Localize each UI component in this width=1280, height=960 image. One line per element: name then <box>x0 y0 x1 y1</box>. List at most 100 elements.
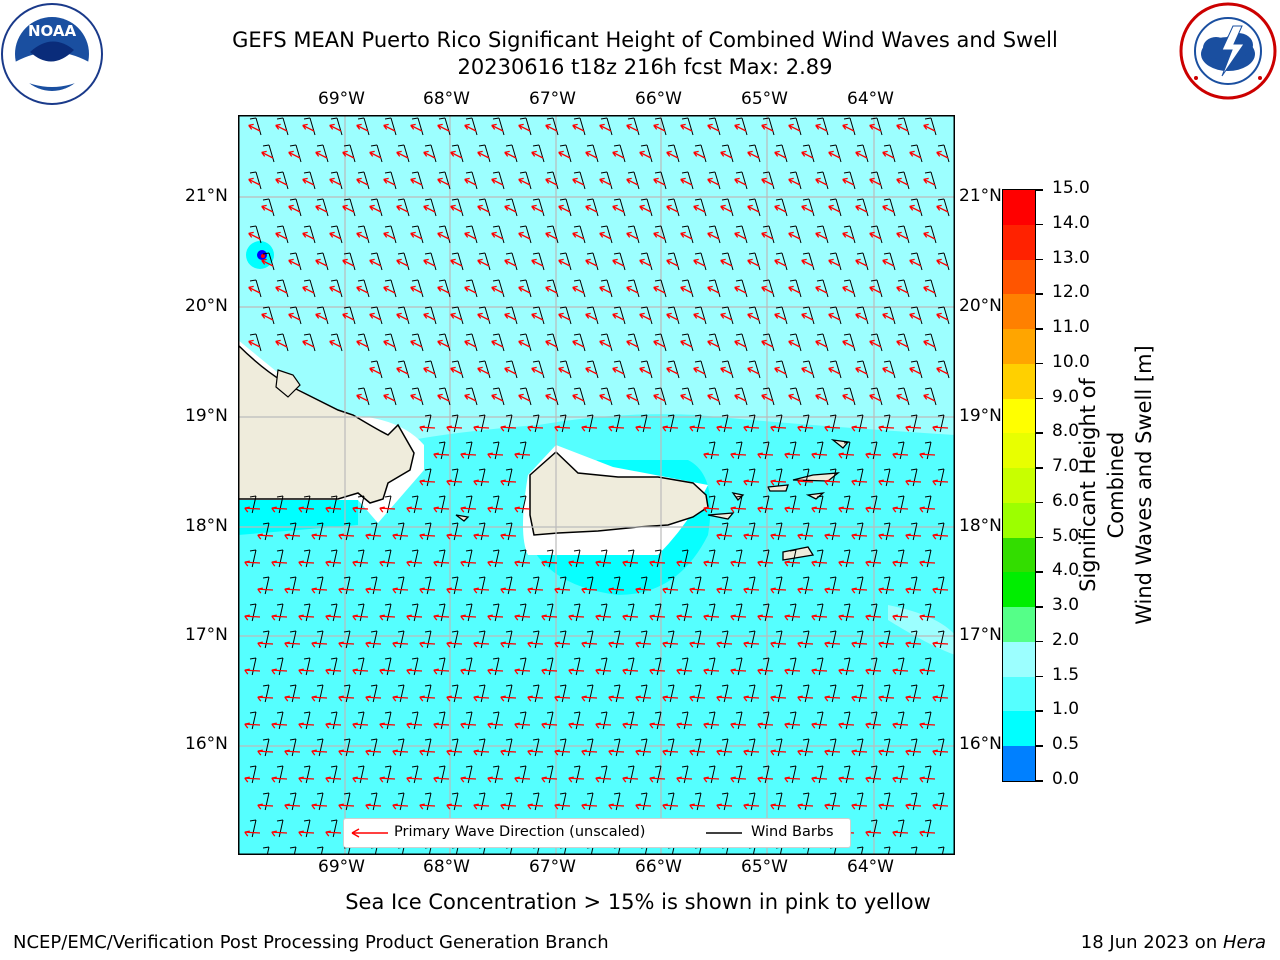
wave-direction-arrow <box>423 150 436 159</box>
wave-direction-arrow <box>851 641 868 648</box>
wind-barb <box>397 306 410 325</box>
nws-logo <box>1178 2 1278 100</box>
wind-barb <box>708 117 721 136</box>
wave-direction-arrow <box>302 177 315 186</box>
wave-direction-arrow <box>392 803 409 810</box>
wind-barb <box>721 198 734 217</box>
wind-barb <box>397 252 410 271</box>
wave-direction-arrow <box>581 587 598 594</box>
wave-direction-arrow <box>635 587 652 594</box>
wave-direction-arrow <box>865 668 882 675</box>
wave-direction-arrow <box>437 393 450 402</box>
wind-barb <box>883 198 896 217</box>
wave-direction-arrow <box>909 204 922 213</box>
wave-direction-arrow <box>315 312 328 321</box>
wave-direction-arrow <box>932 749 949 756</box>
wave-direction-arrow <box>433 722 450 729</box>
wind-barb <box>370 144 383 163</box>
wind-barb <box>708 657 716 676</box>
wind-barb <box>856 468 864 487</box>
wave-direction-arrow <box>612 150 625 159</box>
wave-direction-arrow <box>311 641 328 648</box>
wave-direction-arrow <box>680 339 693 348</box>
wind-barb <box>532 360 545 379</box>
wave-direction-arrow <box>338 641 355 648</box>
wave-direction-arrow <box>882 258 895 267</box>
wind-barb <box>843 765 851 784</box>
wind-barb <box>816 495 824 514</box>
map-svg <box>238 115 955 855</box>
wave-direction-arrow <box>720 204 733 213</box>
wave-direction-arrow <box>352 776 369 783</box>
wave-direction-arrow <box>662 641 679 648</box>
wave-direction-arrow <box>622 776 639 783</box>
wave-direction-arrow <box>446 533 463 540</box>
wave-direction-arrow <box>288 312 301 321</box>
wave-direction-arrow <box>437 177 450 186</box>
wind-barb <box>411 279 424 298</box>
wind-barb <box>627 657 635 676</box>
wave-direction-arrow <box>865 506 882 513</box>
wave-direction-arrow <box>774 258 787 267</box>
wind-barb <box>897 495 905 514</box>
wind-barb <box>870 117 883 136</box>
wind-barb <box>748 792 756 811</box>
wave-direction-arrow <box>369 312 382 321</box>
legend-wind-barbs: Wind Barbs <box>751 824 834 840</box>
wind-barb <box>721 522 729 541</box>
wave-direction-arrow <box>635 641 652 648</box>
wind-barb <box>357 711 365 730</box>
wave-direction-arrow <box>527 587 544 594</box>
wind-barb <box>789 171 802 190</box>
wind-barb <box>370 576 378 595</box>
wave-direction-arrow <box>743 641 760 648</box>
wind-barb <box>492 549 500 568</box>
wave-direction-arrow <box>568 614 585 621</box>
wave-direction-arrow <box>936 366 949 375</box>
wind-barb <box>424 252 437 271</box>
wave-direction-arrow <box>446 749 463 756</box>
colorbar-tick-label: 0.5 <box>1052 734 1080 755</box>
wave-direction-arrow <box>284 803 301 810</box>
wind-barb <box>708 765 716 784</box>
wave-direction-arrow <box>774 204 787 213</box>
wave-direction-arrow <box>676 722 693 729</box>
wind-barb <box>667 306 680 325</box>
wave-direction-arrow <box>248 339 261 348</box>
red-arrow-icon <box>351 828 388 838</box>
wind-barb <box>424 738 432 757</box>
wave-direction-arrow <box>784 722 801 729</box>
lon-label-bottom: 68°W <box>423 857 470 877</box>
wind-barb <box>748 684 756 703</box>
wind-barb <box>249 819 257 838</box>
wave-direction-arrow <box>419 479 436 486</box>
wind-barb <box>721 576 729 595</box>
wave-direction-arrow <box>500 425 517 432</box>
wave-direction-arrow <box>568 776 585 783</box>
wind-barb <box>546 279 559 298</box>
wind-barb <box>721 684 729 703</box>
colorbar-tick-label: 1.0 <box>1052 699 1080 720</box>
wave-direction-arrow <box>788 285 801 294</box>
wave-direction-arrow <box>936 312 949 321</box>
wind-barb <box>546 117 559 136</box>
wind-barb <box>586 252 599 271</box>
wind-barb <box>411 117 424 136</box>
wind-barb <box>343 576 351 595</box>
wind-barb <box>910 360 923 379</box>
wave-direction-arrow <box>558 204 571 213</box>
wave-direction-arrow <box>275 177 288 186</box>
wave-direction-arrow <box>703 614 720 621</box>
wind-barb <box>870 819 878 838</box>
wind-barb <box>330 279 343 298</box>
colorbar-tick-mark <box>1036 258 1043 261</box>
wave-direction-arrow <box>581 749 598 756</box>
wind-barb <box>411 549 419 568</box>
wind-barb <box>370 198 383 217</box>
wind-barb <box>532 792 540 811</box>
wave-direction-arrow <box>460 560 477 567</box>
wind-barb <box>816 765 824 784</box>
wind-barb <box>694 414 702 433</box>
wind-barb <box>519 387 532 406</box>
colorbar-tick-label: 15.0 <box>1052 178 1090 198</box>
